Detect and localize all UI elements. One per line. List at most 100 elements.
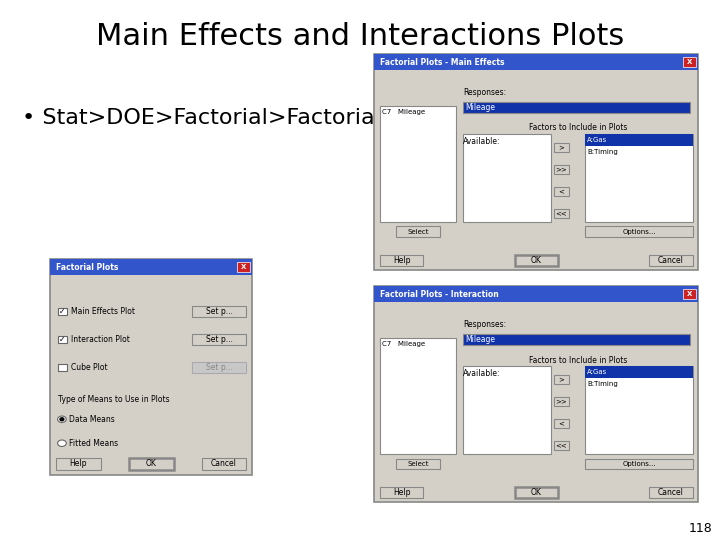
Text: Responses:: Responses: bbox=[463, 87, 506, 97]
FancyBboxPatch shape bbox=[649, 487, 693, 498]
Text: Select: Select bbox=[408, 229, 428, 235]
Text: Available:: Available: bbox=[463, 137, 500, 146]
Text: Available:: Available: bbox=[463, 369, 500, 378]
FancyBboxPatch shape bbox=[554, 187, 569, 195]
FancyBboxPatch shape bbox=[202, 458, 246, 470]
FancyBboxPatch shape bbox=[585, 366, 693, 378]
FancyBboxPatch shape bbox=[554, 397, 569, 406]
FancyBboxPatch shape bbox=[50, 259, 252, 275]
Text: <<: << bbox=[555, 211, 567, 217]
Text: B:Timing: B:Timing bbox=[588, 381, 618, 387]
Text: Mileage: Mileage bbox=[465, 335, 495, 344]
Text: C7   Mileage: C7 Mileage bbox=[382, 341, 426, 347]
Text: Select: Select bbox=[408, 461, 428, 467]
Text: Set p...: Set p... bbox=[206, 363, 233, 372]
Text: <: < bbox=[559, 188, 564, 194]
Text: • Stat>DOE>Factorial>Factorial Plots: • Stat>DOE>Factorial>Factorial Plots bbox=[22, 108, 441, 128]
FancyBboxPatch shape bbox=[58, 308, 67, 315]
Text: Cancel: Cancel bbox=[658, 488, 684, 497]
FancyBboxPatch shape bbox=[683, 289, 696, 299]
Text: Data Means: Data Means bbox=[69, 415, 115, 424]
Text: OK: OK bbox=[145, 460, 157, 468]
FancyBboxPatch shape bbox=[554, 209, 569, 218]
FancyBboxPatch shape bbox=[237, 262, 250, 272]
Text: A:Gas: A:Gas bbox=[588, 137, 608, 143]
Text: Options...: Options... bbox=[622, 229, 656, 235]
Text: <<: << bbox=[555, 443, 567, 449]
FancyBboxPatch shape bbox=[380, 106, 456, 222]
Text: >: > bbox=[559, 377, 564, 383]
Text: X: X bbox=[687, 291, 693, 298]
Text: Interaction Plot: Interaction Plot bbox=[71, 335, 130, 344]
Text: Main Effects and Interactions Plots: Main Effects and Interactions Plots bbox=[96, 22, 624, 51]
FancyBboxPatch shape bbox=[585, 134, 693, 222]
FancyBboxPatch shape bbox=[585, 134, 693, 146]
FancyBboxPatch shape bbox=[585, 226, 693, 237]
FancyBboxPatch shape bbox=[56, 458, 101, 470]
Text: >>: >> bbox=[555, 166, 567, 172]
FancyBboxPatch shape bbox=[396, 458, 440, 469]
Text: Factors to Include in Plots: Factors to Include in Plots bbox=[529, 355, 627, 364]
FancyBboxPatch shape bbox=[585, 366, 693, 454]
FancyBboxPatch shape bbox=[129, 458, 174, 470]
FancyBboxPatch shape bbox=[374, 54, 698, 270]
Text: Fitted Means: Fitted Means bbox=[69, 438, 118, 448]
Text: OK: OK bbox=[531, 256, 542, 265]
FancyBboxPatch shape bbox=[683, 57, 696, 67]
Text: Cancel: Cancel bbox=[211, 460, 237, 468]
Text: Main Effects Plot: Main Effects Plot bbox=[71, 307, 135, 316]
FancyBboxPatch shape bbox=[515, 255, 558, 266]
Text: B:Timing: B:Timing bbox=[588, 149, 618, 155]
FancyBboxPatch shape bbox=[554, 419, 569, 428]
FancyBboxPatch shape bbox=[380, 255, 423, 266]
FancyBboxPatch shape bbox=[192, 334, 246, 345]
Text: >: > bbox=[559, 145, 564, 151]
FancyBboxPatch shape bbox=[380, 487, 423, 498]
Text: A:Gas: A:Gas bbox=[588, 369, 608, 375]
FancyBboxPatch shape bbox=[649, 255, 693, 266]
FancyBboxPatch shape bbox=[585, 458, 693, 469]
Text: Selected:: Selected: bbox=[585, 369, 621, 378]
FancyBboxPatch shape bbox=[380, 339, 456, 454]
Text: Selected:: Selected: bbox=[585, 137, 621, 146]
Text: OK: OK bbox=[531, 488, 542, 497]
Text: 118: 118 bbox=[689, 522, 713, 535]
Circle shape bbox=[58, 440, 66, 447]
Text: Help: Help bbox=[393, 256, 410, 265]
FancyBboxPatch shape bbox=[192, 362, 246, 373]
Circle shape bbox=[60, 418, 64, 421]
Text: <: < bbox=[559, 421, 564, 427]
Circle shape bbox=[58, 416, 66, 422]
Text: C7   Mileage: C7 Mileage bbox=[382, 109, 426, 115]
Text: >>: >> bbox=[555, 399, 567, 404]
Text: Factorial Plots: Factorial Plots bbox=[56, 263, 119, 272]
FancyBboxPatch shape bbox=[192, 306, 246, 317]
Text: Type of Means to Use in Plots: Type of Means to Use in Plots bbox=[58, 395, 169, 404]
Text: Responses:: Responses: bbox=[463, 320, 506, 329]
FancyBboxPatch shape bbox=[58, 364, 67, 371]
FancyBboxPatch shape bbox=[374, 286, 698, 302]
FancyBboxPatch shape bbox=[374, 54, 698, 70]
Text: X: X bbox=[240, 264, 246, 271]
FancyBboxPatch shape bbox=[554, 375, 569, 384]
FancyBboxPatch shape bbox=[50, 259, 252, 475]
FancyBboxPatch shape bbox=[463, 334, 690, 345]
Text: Help: Help bbox=[393, 488, 410, 497]
Text: Factorial Plots - Interaction: Factorial Plots - Interaction bbox=[380, 290, 499, 299]
FancyBboxPatch shape bbox=[554, 441, 569, 450]
FancyBboxPatch shape bbox=[374, 286, 698, 502]
Text: ✓: ✓ bbox=[59, 307, 66, 316]
FancyBboxPatch shape bbox=[554, 143, 569, 152]
FancyBboxPatch shape bbox=[515, 487, 558, 498]
FancyBboxPatch shape bbox=[554, 165, 569, 174]
FancyBboxPatch shape bbox=[463, 102, 690, 113]
Text: Help: Help bbox=[70, 460, 87, 468]
Text: X: X bbox=[687, 59, 693, 65]
Text: Mileage: Mileage bbox=[465, 103, 495, 112]
Text: Cancel: Cancel bbox=[658, 256, 684, 265]
FancyBboxPatch shape bbox=[463, 366, 551, 454]
FancyBboxPatch shape bbox=[396, 226, 440, 237]
Text: Set p...: Set p... bbox=[206, 335, 233, 344]
Text: Factorial Plots - Main Effects: Factorial Plots - Main Effects bbox=[380, 58, 505, 66]
Text: Factors to Include in Plots: Factors to Include in Plots bbox=[529, 123, 627, 132]
